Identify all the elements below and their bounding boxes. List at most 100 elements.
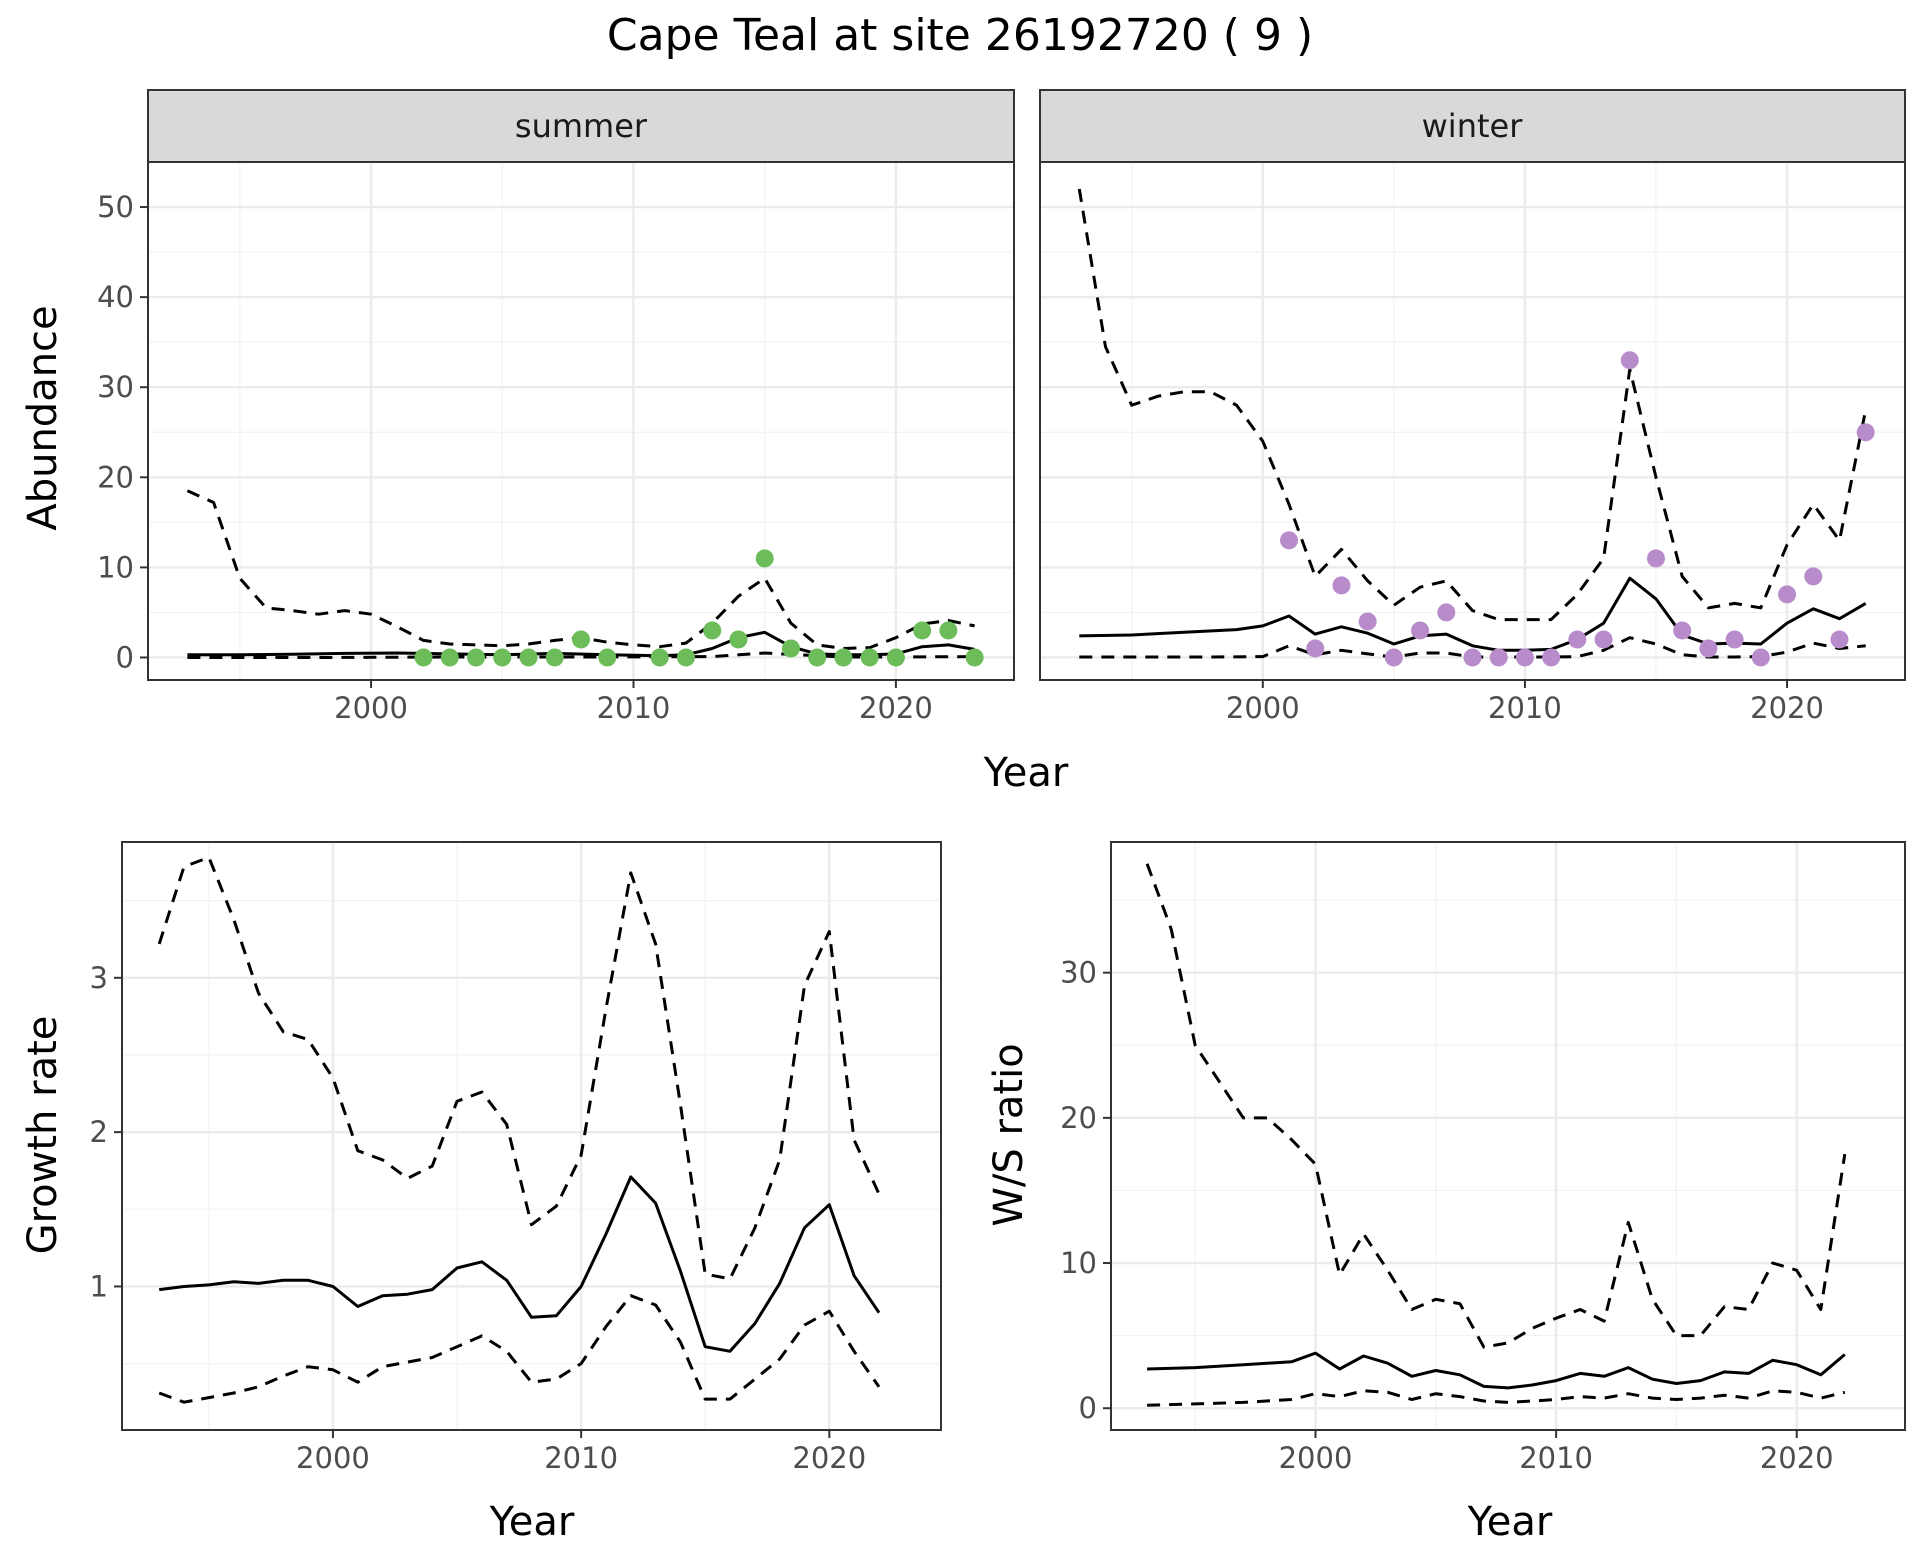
plot-background <box>148 162 1014 680</box>
y-tick-label: 0 <box>1079 1391 1097 1425</box>
series-estimate-line <box>187 630 975 658</box>
observed-point <box>519 648 538 667</box>
y-tick-label: 2 <box>90 1115 108 1149</box>
observed-point <box>414 648 433 667</box>
observed-point <box>676 648 695 667</box>
y-tick-label: 3 <box>90 961 108 995</box>
observed-point <box>1280 531 1299 550</box>
observed-point <box>1620 351 1639 370</box>
ws-ratio-panel: 2000 2010 2020 0 10 20 30 <box>1060 841 1906 1475</box>
observed-point <box>965 648 984 667</box>
plot-background <box>122 842 941 1430</box>
ratio-y-axis-title: W/S ratio <box>986 1043 1032 1226</box>
observed-point <box>545 648 564 667</box>
observed-point <box>440 648 459 667</box>
x-tick-label: 2020 <box>792 1441 866 1475</box>
observed-point <box>1646 549 1665 568</box>
observed-point <box>1673 621 1692 640</box>
plot-background <box>1111 842 1905 1430</box>
plot-background <box>1040 162 1905 680</box>
observed-point <box>1358 612 1377 631</box>
y-tick-label: 10 <box>1060 1246 1097 1280</box>
y-tick-label: 20 <box>1060 1101 1097 1135</box>
x-tick-label: 2020 <box>1760 1441 1834 1475</box>
series-estimate-line <box>159 1175 881 1353</box>
x-tick-label: 2010 <box>544 1441 618 1475</box>
observed-point <box>808 648 827 667</box>
observed-point <box>493 648 512 667</box>
y-tick-label: 10 <box>97 550 134 584</box>
observed-point <box>755 549 774 568</box>
panel-border <box>121 841 942 1431</box>
observed-point <box>860 648 879 667</box>
observed-point <box>913 621 932 640</box>
observed-point <box>598 648 617 667</box>
growth-y-axis-title: Growth rate <box>20 1016 66 1255</box>
abundance-x-axis-title: Year <box>983 750 1069 796</box>
observed-point <box>1463 648 1482 667</box>
observed-point <box>1411 621 1430 640</box>
observed-point <box>939 621 958 640</box>
observed-point <box>1699 639 1718 658</box>
facet-label-winter: winter <box>1422 107 1524 145</box>
y-tick-label: 50 <box>97 190 134 224</box>
observed-point <box>1725 630 1744 649</box>
observed-point <box>1568 630 1587 649</box>
x-tick-label: 2020 <box>859 691 933 725</box>
observed-point <box>1489 648 1508 667</box>
observed-point <box>1542 648 1561 667</box>
abundance-y-axis-title: Abundance <box>20 305 66 530</box>
x-tick-label: 2010 <box>1519 1441 1593 1475</box>
observed-point <box>781 639 800 658</box>
y-tick-label: 30 <box>97 370 134 404</box>
observed-point <box>572 630 590 649</box>
growth-rate-panel: 2000 2010 2020 1 2 3 <box>90 841 942 1475</box>
observed-point <box>1384 648 1403 667</box>
y-tick-label: 40 <box>97 280 134 314</box>
observed-point <box>834 648 853 667</box>
observed-point <box>1437 603 1456 622</box>
observed-point <box>1830 630 1849 649</box>
gridlines <box>122 842 941 1430</box>
growth-x-axis-title: Year <box>489 1499 575 1545</box>
observed-point <box>1778 585 1797 604</box>
observed-point <box>1332 576 1351 595</box>
observed-point <box>1804 567 1823 586</box>
y-tick-label: 20 <box>97 460 134 494</box>
y-tick-label: 0 <box>116 640 134 674</box>
x-tick-label: 2000 <box>1279 1441 1353 1475</box>
observed-point <box>1751 648 1770 667</box>
facet-strip-summer: summer <box>147 89 1015 163</box>
observed-point <box>650 648 669 667</box>
x-tick-label: 2000 <box>296 1441 370 1475</box>
x-tick-label: 2000 <box>334 691 408 725</box>
observed-point <box>729 630 748 649</box>
x-tick-label: 2020 <box>1750 691 1824 725</box>
facet-label-summer: summer <box>515 107 648 145</box>
facet-strip-winter: winter <box>1039 89 1906 163</box>
x-tick-label: 2010 <box>1488 691 1562 725</box>
observed-point <box>1515 648 1534 667</box>
observed-point <box>467 648 486 667</box>
x-tick-label: 2000 <box>1226 691 1300 725</box>
winter-abundance-panel: 2000 2010 2020 <box>1039 161 1906 725</box>
y-tick-label: 1 <box>90 1269 108 1303</box>
y-tick-label: 30 <box>1060 956 1097 990</box>
observed-point <box>886 648 905 667</box>
series-estimate-line <box>1147 1351 1846 1390</box>
observed-point <box>1856 423 1875 442</box>
observed-point <box>1306 639 1325 658</box>
series-upper-line <box>1145 863 1847 1349</box>
observed-points <box>414 549 984 667</box>
observed-point <box>703 621 722 640</box>
series-upper-line <box>157 855 881 1281</box>
panel-border <box>1110 841 1906 1431</box>
x-tick-label: 2010 <box>597 691 671 725</box>
ratio-x-axis-title: Year <box>1467 1499 1553 1545</box>
observed-points <box>1280 351 1875 667</box>
series-lower-line <box>1147 1389 1846 1407</box>
series-estimate-line <box>1079 576 1867 652</box>
figure-title: Cape Teal at site 26192720 ( 9 ) <box>607 10 1313 61</box>
observed-point <box>1594 630 1613 649</box>
